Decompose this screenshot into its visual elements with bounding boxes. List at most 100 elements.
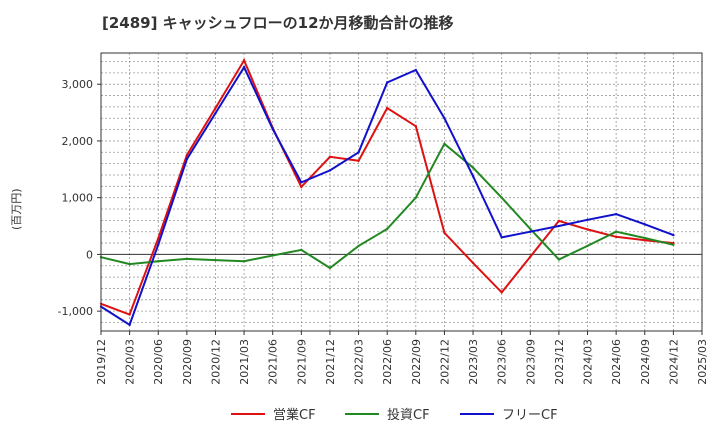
data-point <box>128 313 131 316</box>
data-point <box>242 65 246 69</box>
x-tick: 2022/06 <box>381 331 394 385</box>
data-point <box>214 111 217 115</box>
x-tick: 2021/03 <box>238 331 251 385</box>
data-point <box>643 239 646 242</box>
data-point <box>357 159 360 162</box>
x-axis-ticks: 2019/12 2020/03 2020/06 2020/09 2020/12 2021/… <box>95 331 709 385</box>
x-tick-label: 2020/03 <box>124 339 137 385</box>
y-axis-ticks: -1,000 0 1,000 2,000 3,000 <box>58 78 101 318</box>
data-point <box>672 243 675 246</box>
x-tick: 2020/06 <box>152 331 165 385</box>
data-point <box>443 142 446 145</box>
data-point <box>300 185 303 189</box>
x-tick-label: 2023/12 <box>553 339 566 385</box>
x-tick: 2023/03 <box>467 331 480 385</box>
x-tick-label: 2020/12 <box>209 339 222 385</box>
data-point <box>471 174 475 178</box>
x-tick: 2023/06 <box>496 331 509 385</box>
data-point <box>500 291 503 294</box>
chart-title: [2489] キャッシュフローの12か月移動合計の推移 <box>102 14 454 32</box>
y-tick-label: 1,000 <box>62 192 94 205</box>
x-tick-label: 2024/12 <box>667 339 680 385</box>
x-tick: 2021/12 <box>324 331 337 385</box>
x-tick-label: 2023/06 <box>496 339 509 385</box>
data-point <box>157 243 160 246</box>
y-tick: 2,000 <box>62 135 101 148</box>
x-tick-label: 2023/09 <box>524 339 537 385</box>
legend-item: 投資CF <box>345 407 430 423</box>
x-tick-label: 2023/03 <box>467 339 480 385</box>
grid-lines <box>101 53 702 331</box>
data-point <box>471 261 475 265</box>
data-point <box>185 153 189 157</box>
data-point <box>500 236 503 239</box>
x-tick-label: 2024/09 <box>639 339 652 385</box>
legend-label: 投資CF <box>387 407 430 423</box>
x-tick-label: 2025/03 <box>696 339 709 385</box>
data-point <box>328 169 332 172</box>
data-point <box>385 106 389 110</box>
x-tick-label: 2024/03 <box>582 339 595 385</box>
x-tick: 2024/06 <box>610 331 623 385</box>
x-tick-label: 2022/03 <box>353 339 366 385</box>
y-tick: 3,000 <box>62 78 101 91</box>
x-tick: 2020/03 <box>124 331 137 385</box>
x-tick: 2024/09 <box>639 331 652 385</box>
data-point <box>128 262 131 266</box>
x-tick: 2021/06 <box>267 331 280 385</box>
data-point <box>614 212 618 216</box>
x-tick-label: 2021/06 <box>267 339 280 385</box>
data-point <box>614 235 618 239</box>
data-point <box>328 266 332 270</box>
y-tick: 1,000 <box>62 192 101 205</box>
data-point <box>271 254 274 257</box>
x-tick: 2020/09 <box>181 331 194 385</box>
series-lines <box>99 58 675 327</box>
x-tick-label: 2022/09 <box>410 339 423 385</box>
data-point <box>557 219 561 223</box>
y-tick-label: 2,000 <box>62 135 94 148</box>
y-tick: -1,000 <box>58 305 101 318</box>
data-point <box>443 117 446 120</box>
x-tick: 2022/09 <box>410 331 423 385</box>
data-point <box>414 196 418 199</box>
data-point <box>185 157 189 161</box>
data-point <box>557 224 561 228</box>
data-point <box>414 68 418 72</box>
legend-label: フリーCF <box>502 408 558 423</box>
x-tick: 2024/03 <box>582 331 595 385</box>
data-point <box>557 258 561 261</box>
x-tick-label: 2024/06 <box>610 339 623 385</box>
data-point <box>586 218 589 221</box>
x-tick-label: 2022/06 <box>381 339 394 385</box>
x-tick-label: 2021/03 <box>238 339 251 385</box>
legend-label: 営業CF <box>273 407 316 423</box>
data-point <box>357 151 360 154</box>
data-point <box>300 248 303 252</box>
legend: 営業CF 投資CF フリーCF <box>231 407 558 423</box>
data-point <box>242 260 246 263</box>
data-point <box>414 124 418 128</box>
data-point <box>157 260 160 263</box>
x-tick-label: 2019/12 <box>95 339 108 385</box>
data-point <box>242 59 246 62</box>
data-point <box>128 323 131 326</box>
data-point <box>529 255 532 258</box>
data-point <box>214 106 217 110</box>
x-tick: 2022/12 <box>438 331 451 385</box>
data-point <box>643 223 646 226</box>
data-point <box>185 257 189 261</box>
plot-frame <box>100 52 703 332</box>
data-point <box>529 230 532 233</box>
data-point <box>643 236 646 240</box>
data-point <box>586 228 589 231</box>
data-point <box>300 181 303 184</box>
data-point <box>157 237 160 240</box>
x-tick: 2024/12 <box>667 331 680 385</box>
x-tick: 2025/03 <box>696 331 709 385</box>
data-point <box>586 244 589 248</box>
data-point <box>214 258 217 262</box>
y-tick-label: -1,000 <box>58 305 93 318</box>
x-tick-label: 2021/12 <box>324 339 337 385</box>
